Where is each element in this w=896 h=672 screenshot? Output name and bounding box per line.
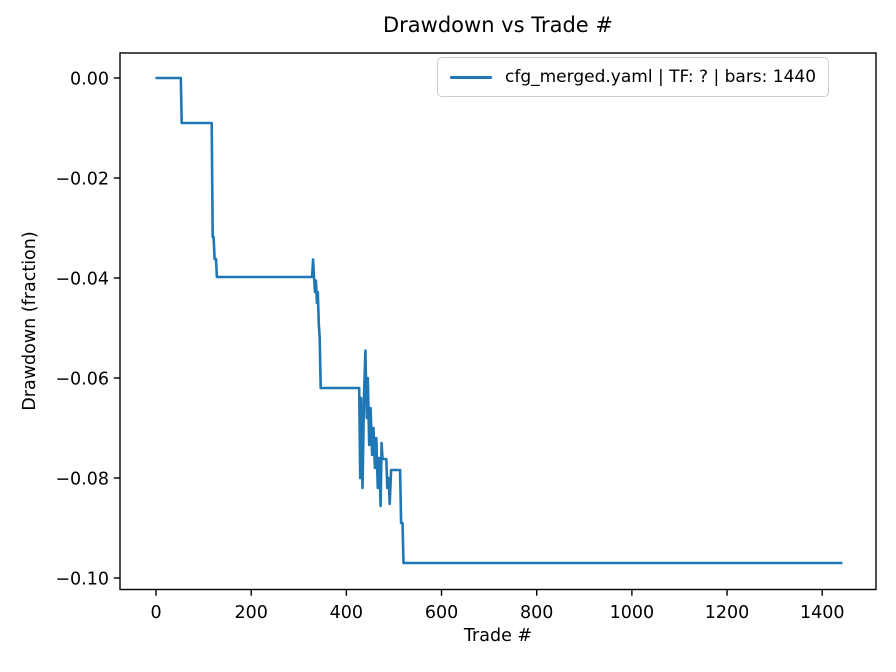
chart-title: Drawdown vs Trade # [383, 13, 613, 37]
y-axis-label: Drawdown (fraction) [20, 231, 40, 411]
x-tick-label: 200 [234, 603, 267, 623]
x-tick-label: 0 [150, 603, 161, 623]
x-tick-label: 400 [330, 603, 363, 623]
legend: cfg_merged.yaml | TF: ? | bars: 1440 [437, 57, 830, 97]
x-axis-label: Trade # [463, 626, 533, 646]
x-tick-label: 1400 [800, 603, 845, 623]
legend-label: cfg_merged.yaml | TF: ? | bars: 1440 [505, 67, 817, 87]
drawdown-line [155, 76, 843, 565]
y-tick-label: −0.02 [55, 170, 109, 190]
y-tick-label: −0.10 [55, 570, 109, 590]
legend-line-swatch [450, 75, 492, 79]
x-tick-label: 1000 [610, 603, 655, 623]
y-tick-label: −0.08 [55, 470, 109, 490]
x-tick-label: 1200 [705, 603, 750, 623]
x-tick-label: 600 [425, 603, 458, 623]
y-tick-label: −0.06 [55, 370, 109, 390]
y-tick-label: 0.00 [70, 70, 109, 90]
plot-spines [119, 52, 877, 591]
y-tick-label: −0.04 [55, 270, 109, 290]
x-tick-label: 800 [520, 603, 553, 623]
